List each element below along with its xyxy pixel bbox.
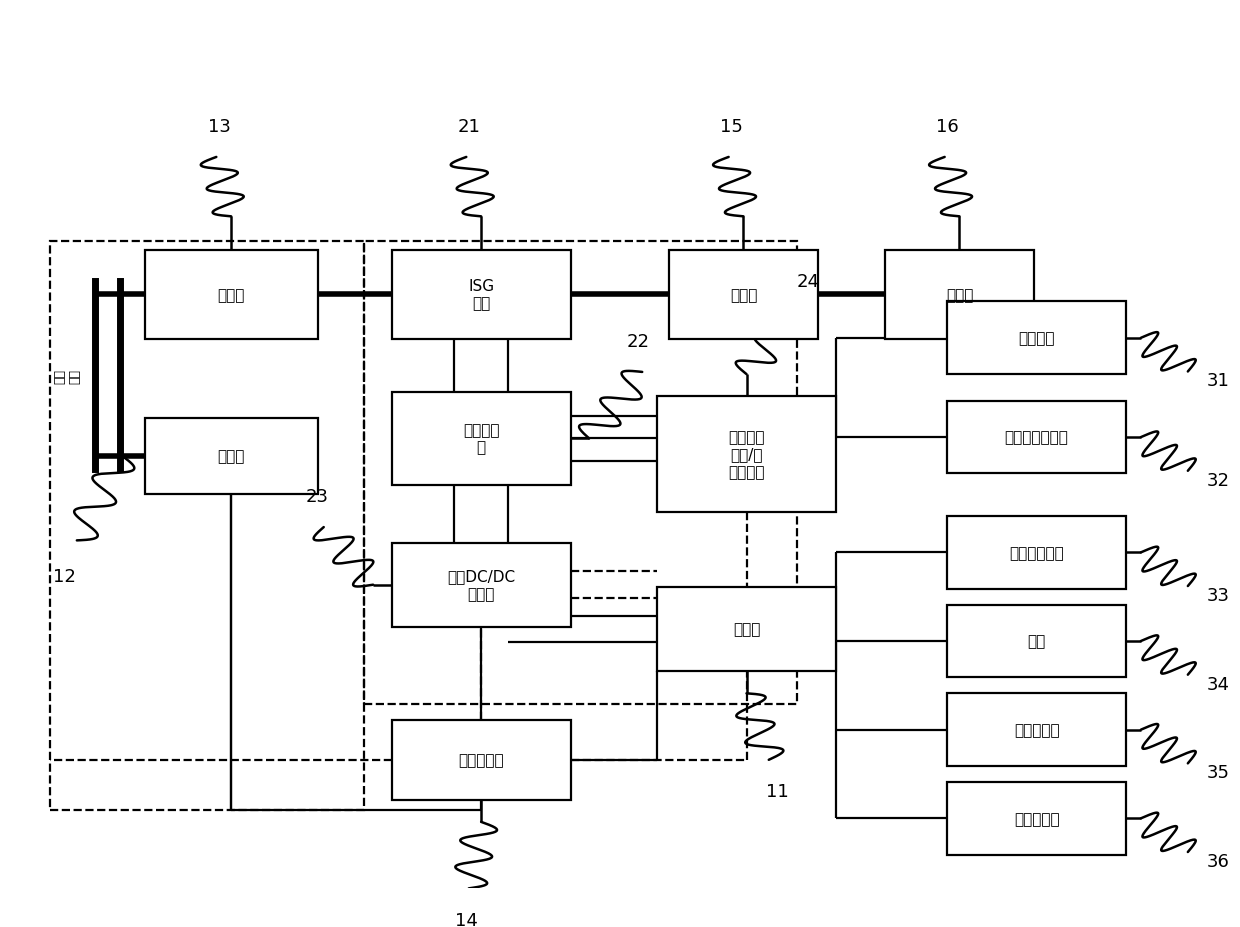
Text: ISG
电机: ISG 电机 [467, 279, 495, 311]
FancyBboxPatch shape [670, 250, 817, 339]
FancyBboxPatch shape [392, 392, 570, 486]
Text: 双向逆变
器: 双向逆变 器 [463, 423, 500, 455]
Text: 整车控制器: 整车控制器 [459, 753, 503, 768]
Text: 14: 14 [455, 910, 477, 927]
Text: 离合器: 离合器 [730, 287, 758, 302]
FancyBboxPatch shape [885, 250, 1033, 339]
FancyBboxPatch shape [947, 693, 1126, 767]
Text: 36: 36 [1207, 852, 1229, 870]
Text: 35: 35 [1207, 764, 1229, 781]
Text: 33: 33 [1207, 586, 1229, 604]
Text: 31: 31 [1207, 372, 1229, 390]
Text: 主动悬架: 主动悬架 [1018, 331, 1055, 346]
Text: 超级电容
模组/锂
电容模组: 超级电容 模组/锂 电容模组 [728, 429, 765, 479]
Text: 变速箱: 变速箱 [946, 287, 973, 302]
Text: 电子助力转向架: 电子助力转向架 [1004, 430, 1069, 445]
FancyBboxPatch shape [947, 605, 1126, 678]
Text: 辅助控制器: 辅助控制器 [1014, 811, 1059, 826]
FancyBboxPatch shape [392, 543, 570, 628]
FancyBboxPatch shape [947, 782, 1126, 855]
Text: 发动机: 发动机 [217, 287, 244, 302]
FancyBboxPatch shape [145, 419, 317, 494]
Text: 32: 32 [1207, 471, 1229, 489]
Text: 双向DC/DC
变换器: 双向DC/DC 变换器 [448, 569, 515, 602]
Text: 涡轮增压器: 涡轮增压器 [1014, 722, 1059, 737]
Text: 起动机: 起动机 [217, 450, 244, 464]
FancyBboxPatch shape [657, 588, 836, 671]
FancyBboxPatch shape [947, 302, 1126, 375]
Text: 蓄电池: 蓄电池 [733, 622, 760, 637]
FancyBboxPatch shape [947, 401, 1126, 474]
Text: 空调: 空调 [1028, 634, 1045, 649]
Text: 16: 16 [936, 118, 959, 135]
Text: 21: 21 [458, 118, 481, 135]
FancyBboxPatch shape [392, 250, 570, 339]
Text: 12: 12 [53, 567, 76, 585]
Text: 24: 24 [797, 273, 820, 290]
FancyBboxPatch shape [145, 250, 317, 339]
Text: 34: 34 [1207, 675, 1229, 692]
Text: 23: 23 [306, 488, 329, 505]
Text: 15: 15 [720, 118, 743, 135]
FancyBboxPatch shape [657, 397, 836, 512]
Text: 11: 11 [766, 782, 789, 800]
FancyBboxPatch shape [947, 516, 1126, 589]
Text: 车载电子仪器: 车载电子仪器 [1009, 545, 1064, 560]
Text: 皮带
传动: 皮带 传动 [53, 368, 81, 384]
Text: 13: 13 [208, 118, 231, 135]
FancyBboxPatch shape [392, 720, 570, 800]
Text: 22: 22 [627, 333, 650, 350]
